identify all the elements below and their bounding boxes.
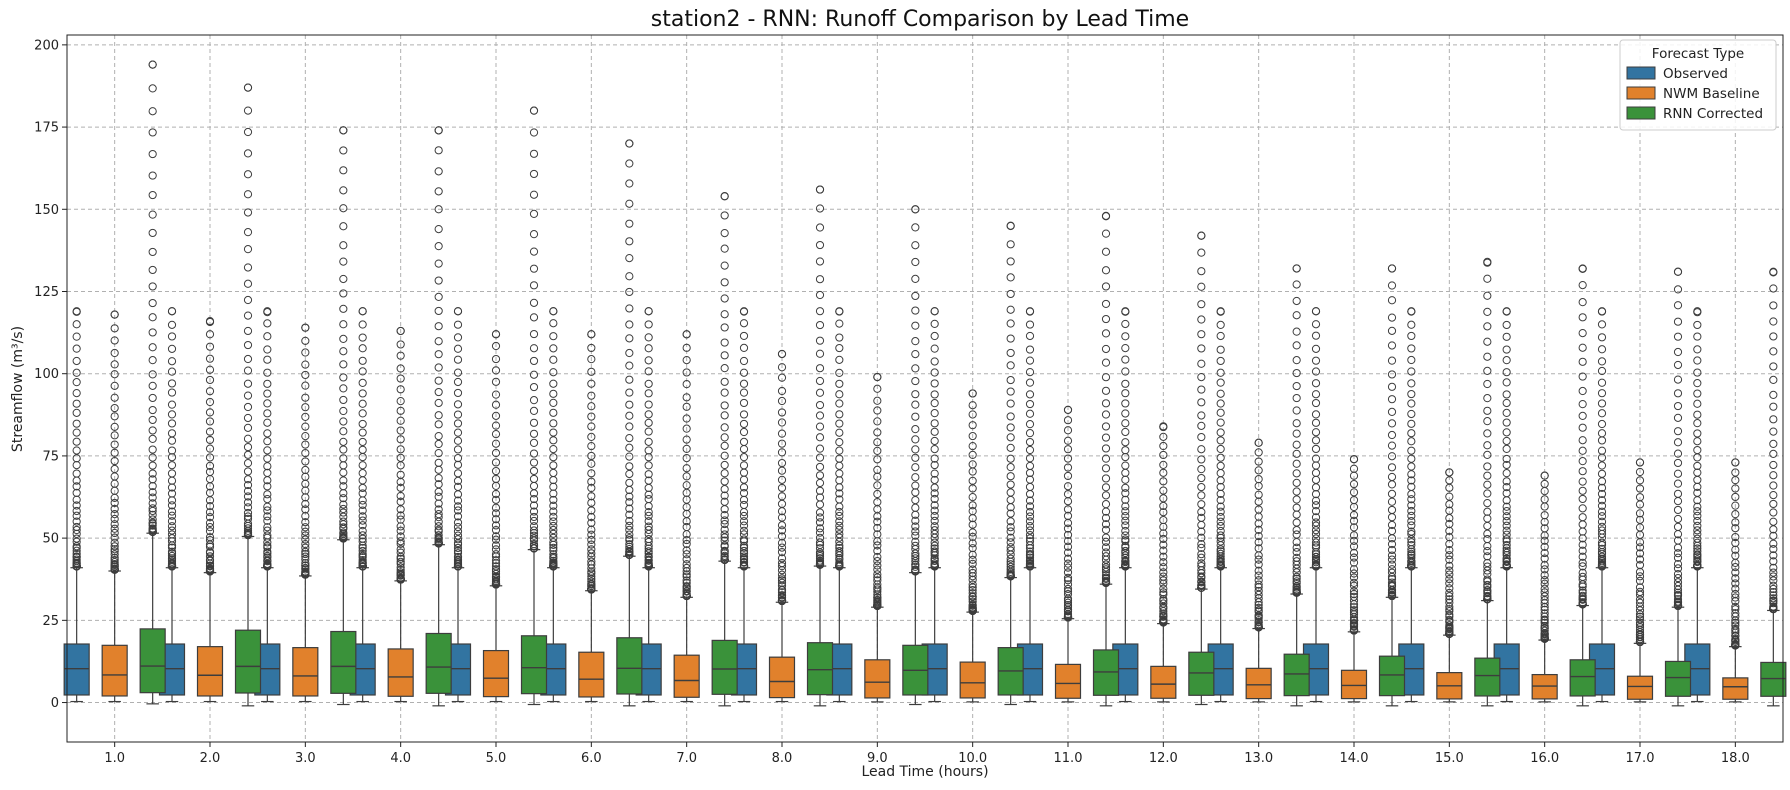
box bbox=[1342, 670, 1367, 698]
box bbox=[1284, 654, 1309, 695]
box bbox=[617, 638, 642, 694]
legend-title: Forecast Type bbox=[1652, 46, 1744, 62]
x-tick-label: 16.0 bbox=[1530, 751, 1559, 766]
x-tick-label: 5.0 bbox=[486, 751, 507, 766]
x-tick-label: 11.0 bbox=[1054, 751, 1083, 766]
box bbox=[1246, 668, 1271, 698]
x-tick-label: 12.0 bbox=[1149, 751, 1178, 766]
box bbox=[236, 630, 261, 693]
x-tick-label: 13.0 bbox=[1244, 751, 1273, 766]
legend-swatch bbox=[1627, 67, 1655, 79]
legend-swatch bbox=[1627, 107, 1655, 119]
x-tick-label: 3.0 bbox=[295, 751, 316, 766]
y-tick-label: 50 bbox=[42, 532, 59, 547]
y-tick-label: 75 bbox=[42, 449, 59, 464]
box bbox=[1151, 666, 1176, 698]
legend: Forecast Type Observed NWM Baseline RNN Co… bbox=[1620, 40, 1776, 130]
x-tick-label: 8.0 bbox=[772, 751, 793, 766]
y-tick-label: 100 bbox=[34, 367, 59, 382]
box bbox=[1666, 661, 1691, 696]
legend-label: NWM Baseline bbox=[1663, 86, 1760, 102]
box bbox=[102, 645, 127, 696]
legend-label: RNN Corrected bbox=[1663, 106, 1763, 122]
y-axis-label: Streamflow (m³/s) bbox=[10, 326, 26, 452]
box bbox=[198, 647, 223, 696]
box bbox=[522, 636, 547, 694]
box bbox=[293, 648, 318, 696]
y-tick-label: 0 bbox=[51, 696, 59, 711]
box bbox=[64, 644, 89, 695]
x-tick-label: 4.0 bbox=[390, 751, 411, 766]
box bbox=[1570, 660, 1595, 696]
box bbox=[865, 660, 890, 698]
box bbox=[484, 651, 509, 697]
legend-label: Observed bbox=[1663, 66, 1728, 82]
box bbox=[1475, 658, 1500, 696]
x-tick-label: 18.0 bbox=[1721, 751, 1750, 766]
chart-title: station2 - RNN: Runoff Comparison by Lea… bbox=[651, 7, 1189, 32]
x-tick-label: 15.0 bbox=[1435, 751, 1464, 766]
box bbox=[1761, 662, 1786, 696]
box bbox=[1056, 664, 1081, 698]
y-tick-label: 125 bbox=[34, 285, 59, 300]
box bbox=[808, 643, 833, 695]
y-tick-label: 175 bbox=[34, 121, 59, 136]
box bbox=[1723, 678, 1748, 699]
y-tick-label: 25 bbox=[42, 614, 59, 629]
x-tick-label: 1.0 bbox=[104, 751, 125, 766]
box bbox=[331, 632, 356, 694]
x-tick-label: 7.0 bbox=[676, 751, 697, 766]
box bbox=[712, 640, 737, 694]
box bbox=[770, 657, 795, 697]
x-axis-label: Lead Time (hours) bbox=[861, 764, 988, 780]
box bbox=[1628, 676, 1653, 699]
x-tick-label: 2.0 bbox=[200, 751, 221, 766]
x-tick-label: 6.0 bbox=[581, 751, 602, 766]
y-tick-label: 200 bbox=[34, 38, 59, 53]
box bbox=[1189, 652, 1214, 695]
box bbox=[579, 652, 604, 697]
box bbox=[960, 662, 985, 698]
x-tick-label: 14.0 bbox=[1340, 751, 1369, 766]
legend-swatch bbox=[1627, 87, 1655, 99]
y-tick-label: 150 bbox=[34, 203, 59, 218]
box bbox=[388, 649, 413, 696]
x-tick-label: 17.0 bbox=[1626, 751, 1655, 766]
box bbox=[1380, 656, 1405, 695]
box bbox=[674, 655, 699, 697]
box bbox=[426, 633, 451, 693]
box bbox=[140, 629, 165, 693]
